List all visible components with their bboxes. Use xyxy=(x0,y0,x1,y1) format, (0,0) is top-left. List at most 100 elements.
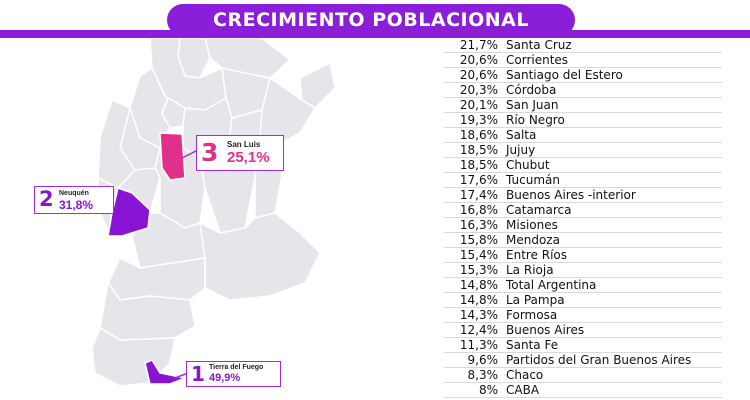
ranking-row: 17,4% Buenos Aires -interior xyxy=(440,188,740,203)
ranking-row: 15,3% La Rioja xyxy=(440,263,740,278)
ranking-province: Corrientes xyxy=(506,53,569,67)
ranking-percent: 8% xyxy=(478,383,498,397)
title-banner: CRECIMIENTO POBLACIONAL xyxy=(167,4,575,36)
row-divider xyxy=(444,127,722,128)
ranking-province: Mendoza xyxy=(506,233,560,247)
ranking-percent: 11,3% xyxy=(459,338,498,352)
ranking-row: 20,6% Santiago del Estero xyxy=(440,68,740,83)
ranking-row: 9,6% Partidos del Gran Buenos Aires xyxy=(440,353,740,368)
callout-rank: 2 xyxy=(39,187,54,211)
province-neuquen xyxy=(107,187,151,237)
callout-rank: 1 xyxy=(191,362,205,386)
ranking-province: Salta xyxy=(506,128,537,142)
ranking-row: 18,5% Jujuy xyxy=(440,143,740,158)
callout-name: Neuquén xyxy=(59,190,89,197)
ranking-percent: 18,6% xyxy=(459,128,498,142)
callout-name: Tierra del Fuego xyxy=(209,364,264,371)
callout-neuquen: 2 Neuquén 31,8% xyxy=(34,186,114,214)
ranking-row: 8% CABA xyxy=(440,383,740,398)
callout-value: 49,9% xyxy=(209,372,241,384)
row-divider xyxy=(444,142,722,143)
row-divider xyxy=(444,367,722,368)
ranking-percent: 12,4% xyxy=(459,323,498,337)
ranking-province: Formosa xyxy=(506,308,558,322)
ranking-row: 19,3% Río Negro xyxy=(440,113,740,128)
argentina-map xyxy=(91,38,336,387)
ranking-row: 16,8% Catamarca xyxy=(440,203,740,218)
row-divider xyxy=(444,262,722,263)
ranking-row: 20,6% Corrientes xyxy=(440,53,740,68)
ranking-row: 12,4% Buenos Aires xyxy=(440,323,740,338)
ranking-province: Chaco xyxy=(506,368,544,382)
callout-rank: 3 xyxy=(201,138,219,167)
row-divider xyxy=(444,352,722,353)
row-divider xyxy=(444,172,722,173)
ranking-row: 16,3% Misiones xyxy=(440,218,740,233)
row-divider xyxy=(444,202,722,203)
row-divider xyxy=(444,112,722,113)
ranking-row: 11,3% Santa Fe xyxy=(440,338,740,353)
ranking-province: Catamarca xyxy=(506,203,572,217)
ranking-province: Buenos Aires -interior xyxy=(506,188,636,202)
ranking-percent: 20,6% xyxy=(459,53,498,67)
callout-tierra-del-fuego: 1 Tierra del Fuego 49,9% xyxy=(186,361,281,387)
ranking-row: 14,8% La Pampa xyxy=(440,293,740,308)
row-divider xyxy=(444,67,722,68)
ranking-province: Entre Ríos xyxy=(506,248,568,262)
row-divider xyxy=(444,277,722,278)
ranking-percent: 14,8% xyxy=(459,278,498,292)
callout-value: 25,1% xyxy=(227,149,270,166)
ranking-row: 14,8% Total Argentina xyxy=(440,278,740,293)
row-divider xyxy=(444,397,722,398)
ranking-percent: 9,6% xyxy=(467,353,499,367)
ranking-province: Chubut xyxy=(506,158,550,172)
ranking-row: 18,5% Chubut xyxy=(440,158,740,173)
ranking-row: 8,3% Chaco xyxy=(440,368,740,383)
ranking-province: CABA xyxy=(506,383,540,397)
connector-tierra-del-fuego xyxy=(174,372,189,379)
ranking-province: La Pampa xyxy=(506,293,565,307)
ranking-row: 15,8% Mendoza xyxy=(440,233,740,248)
row-divider xyxy=(444,82,722,83)
row-divider xyxy=(444,292,722,293)
ranking-percent: 17,4% xyxy=(459,188,498,202)
ranking-percent: 8,3% xyxy=(467,368,499,382)
ranking-row: 20,3% Córdoba xyxy=(440,83,740,98)
row-divider xyxy=(444,307,722,308)
ranking-province: Buenos Aires xyxy=(506,323,585,337)
ranking-percent: 21,7% xyxy=(459,38,498,52)
connector-san-luis xyxy=(181,149,199,159)
ranking-province: Jujuy xyxy=(506,143,536,157)
ranking-row: 17,6% Tucumán xyxy=(440,173,740,188)
ranking-row: 20,1% San Juan xyxy=(440,98,740,113)
ranking-percent: 16,8% xyxy=(459,203,498,217)
ranking-province: Tucumán xyxy=(506,173,560,187)
ranking-row: 21,7% Santa Cruz xyxy=(440,38,740,53)
ranking-percent: 20,6% xyxy=(459,68,498,82)
ranking-percent: 14,3% xyxy=(459,308,498,322)
ranking-percent: 20,1% xyxy=(459,98,498,112)
page-title: CRECIMIENTO POBLACIONAL xyxy=(213,9,529,31)
callout-san-luis: 3 San Luis 25,1% xyxy=(196,135,284,171)
row-divider xyxy=(444,187,722,188)
callout-value: 31,8% xyxy=(59,198,94,212)
ranking-percent: 16,3% xyxy=(459,218,498,232)
ranking-province: Total Argentina xyxy=(506,278,597,292)
row-divider xyxy=(444,157,722,158)
row-divider xyxy=(444,232,722,233)
ranking-province: Córdoba xyxy=(506,83,557,97)
ranking-province: La Rioja xyxy=(506,263,554,277)
ranking-province: Santiago del Estero xyxy=(506,68,623,82)
ranking-province: San Juan xyxy=(506,98,559,112)
ranking-percent: 15,8% xyxy=(459,233,498,247)
ranking-row: 18,6% Salta xyxy=(440,128,740,143)
row-divider xyxy=(444,217,722,218)
ranking-province: Río Negro xyxy=(506,113,565,127)
province-misiones xyxy=(299,62,336,109)
ranking-percent: 14,8% xyxy=(459,293,498,307)
ranking-percent: 20,3% xyxy=(459,83,498,97)
row-divider xyxy=(444,97,722,98)
ranking-percent: 15,3% xyxy=(459,263,498,277)
row-divider xyxy=(444,247,722,248)
ranking-province: Santa Fe xyxy=(506,338,559,352)
